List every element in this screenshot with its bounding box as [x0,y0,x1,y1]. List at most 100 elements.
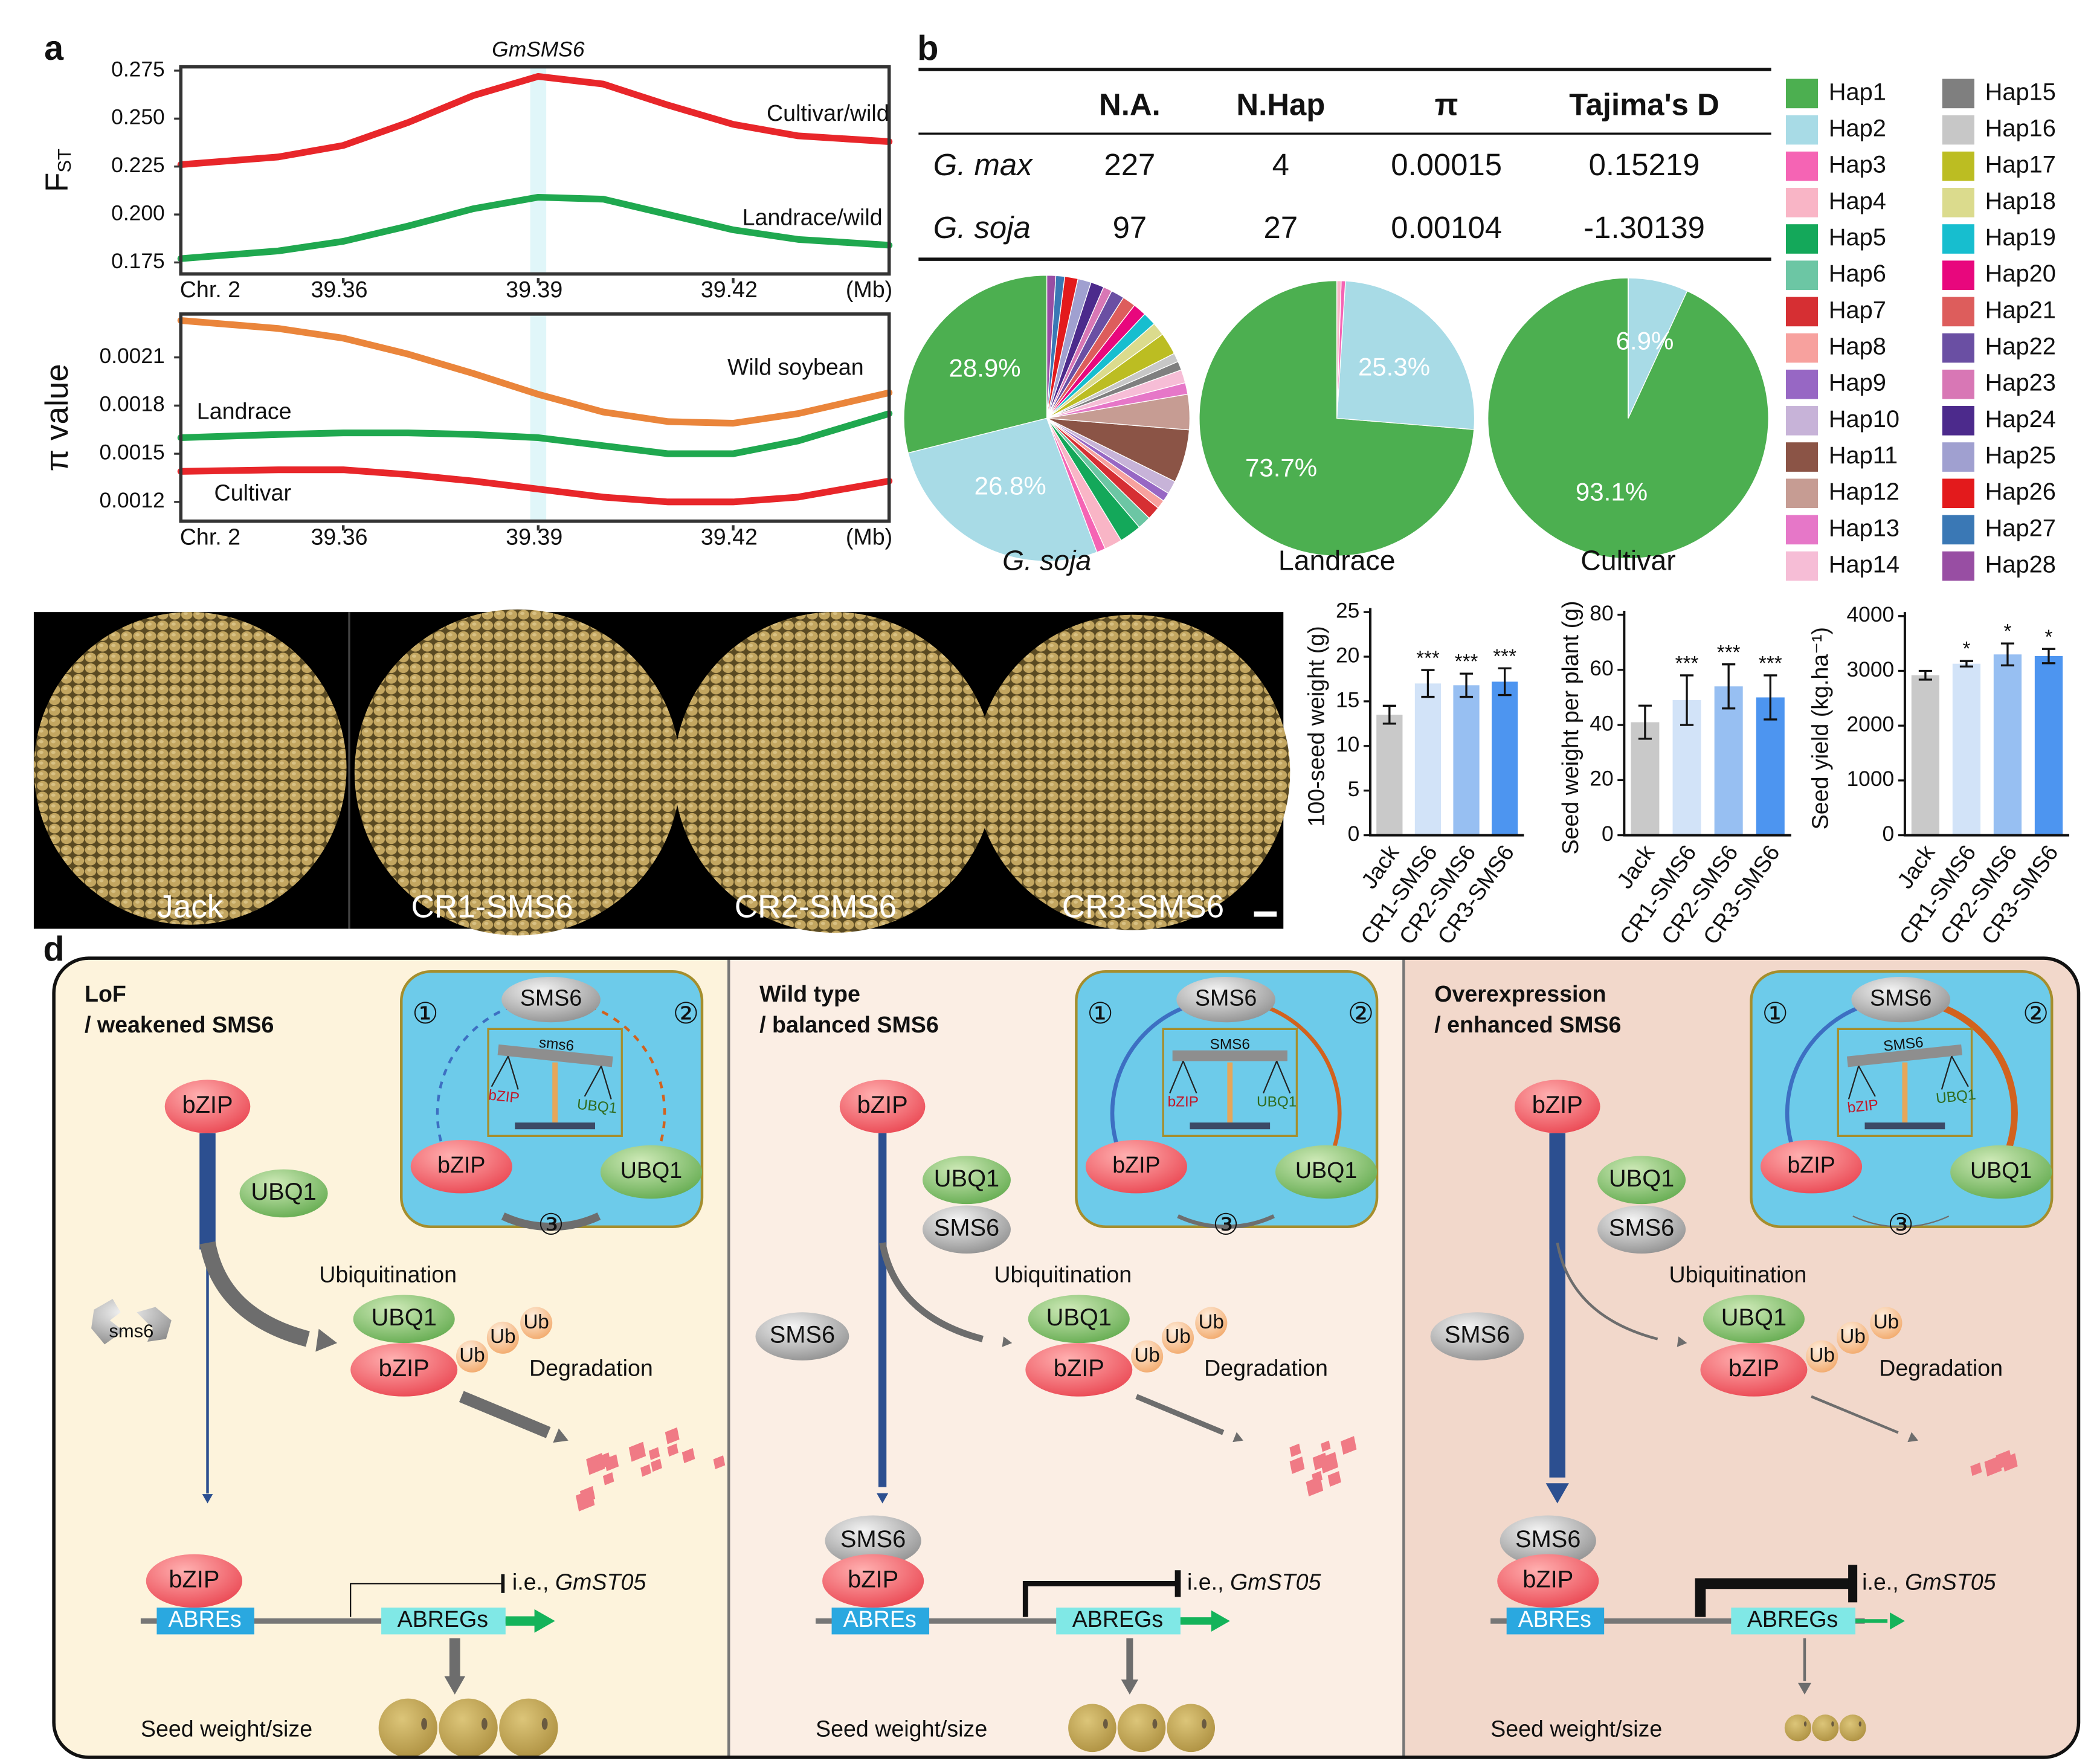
scale-stand [1902,1062,1908,1123]
molecule-label: bZIP [379,1355,430,1382]
error-bar [1722,663,1736,710]
legend-label: Hap9 [1829,370,1886,396]
pie-value-label: 28.9% [949,353,1021,382]
legend-label: Hap26 [1985,478,2056,505]
bar [1376,715,1403,835]
table-row-label: G. soja [933,210,1031,245]
fragment [1327,1471,1341,1487]
legend-swatch [1786,515,1819,545]
molecule-label: SMS6 [770,1322,835,1348]
ubiquitin [1870,1307,1903,1339]
error-bar [1638,704,1652,740]
y-axis-label: Seed yield (kg.ha⁻¹) [1808,627,1833,829]
legend-swatch [1942,79,1974,109]
legend-swatch [1942,151,1974,181]
y-tick-label: 0.0018 [100,393,165,416]
molecule-label: UBQ1 [1046,1304,1112,1331]
arrow-head [1798,1682,1811,1695]
legend-swatch [1786,79,1819,109]
legend-label: Hap17 [1985,152,2056,178]
bar [2034,655,2063,835]
pie-slice [907,417,1098,562]
y-axis-label: π value [39,364,75,471]
ubiquitin [1837,1321,1869,1354]
legend-swatch [1786,551,1819,581]
panel-title: Wild type [759,981,860,1006]
y-tick-label: 25 [1336,599,1359,622]
molecule [822,1554,924,1608]
repression [350,1583,502,1617]
molecule [1085,1139,1187,1194]
x-label-right: (Mb) [846,524,892,549]
molecule-label: bZIP [169,1566,219,1592]
arrow-head [1121,1679,1139,1695]
molecule-label: UBQ1 [1295,1157,1357,1183]
legend-swatch [1786,188,1819,217]
fragment [681,1448,695,1464]
line-series [177,410,893,457]
y-axis-label: 100-seed weight (g) [1304,626,1329,826]
inset-arc [501,1212,601,1231]
legend-swatch [1786,224,1819,254]
arrow-head [534,1609,555,1633]
scale-beam: sms6 bZIP UBQ1 [488,1034,618,1117]
legend-swatch [1786,406,1819,436]
molecule [353,1295,455,1344]
molecule [1497,1554,1599,1608]
ubiquitin [1195,1307,1228,1339]
inset-mark: ① [1762,997,1789,1030]
ubiquitination-arrow [1556,1242,1658,1341]
legend-label: Hap4 [1829,188,1886,214]
inset-arc [589,1005,666,1187]
legend-label: Hap28 [1985,552,2056,578]
abregs-box [381,1608,506,1635]
degradation-arrow [1135,1394,1225,1435]
process-label: Ubiquitination [1669,1262,1806,1287]
molecule-label: bZIP [848,1566,898,1592]
legend-swatch [1942,260,1974,291]
x-tick-label: 39.42 [701,277,758,302]
seed [1784,1714,1812,1742]
error-bar [1680,674,1694,726]
abregs-label: ABREGs [398,1606,488,1632]
panel-title: LoF [85,981,126,1006]
inset-mark: ③ [1213,1209,1239,1241]
molecule-label: SMS6 [520,985,582,1011]
ubiquitination-arrow [199,1241,310,1347]
table-header: π [1435,87,1458,121]
x-tick-label: 39.42 [701,524,758,549]
legend-label: Hap8 [1829,333,1886,360]
arrow-head [1907,1432,1919,1443]
molecule-label: UBQ1 [1970,1157,2032,1183]
seed [1068,1704,1116,1753]
broken-protein [91,1299,172,1345]
y-label-main: π value [39,364,75,471]
fragment [1970,1462,1982,1476]
bar [1453,685,1480,835]
arrow-head [444,1676,466,1695]
molecule-label: UBQ1 [1721,1304,1787,1331]
scale-bar [1254,911,1277,917]
pie-slice [1046,275,1057,419]
table-cell: 97 [1113,210,1147,245]
seed-hilum [1858,1721,1861,1727]
molecule [755,1312,849,1360]
abres-box [1506,1608,1605,1635]
seed-hilum [421,1717,427,1730]
table-header: Tajima's D [1569,87,1719,121]
table-header: N.A. [1099,87,1161,121]
molecule [350,1343,458,1397]
seed [378,1698,437,1757]
legend-swatch [1942,515,1974,545]
seed [439,1698,498,1757]
ubiquitin-label: Ub [1165,1325,1190,1348]
legend-label: Hap25 [1985,442,2056,469]
pan-label: UBQ1 [576,1096,618,1117]
fragment [713,1455,726,1470]
molecule-label: bZIP [182,1092,233,1118]
pie-value-label: 26.8% [975,472,1046,500]
legend-label: Hap20 [1985,260,2056,287]
legend-swatch [1786,442,1819,472]
